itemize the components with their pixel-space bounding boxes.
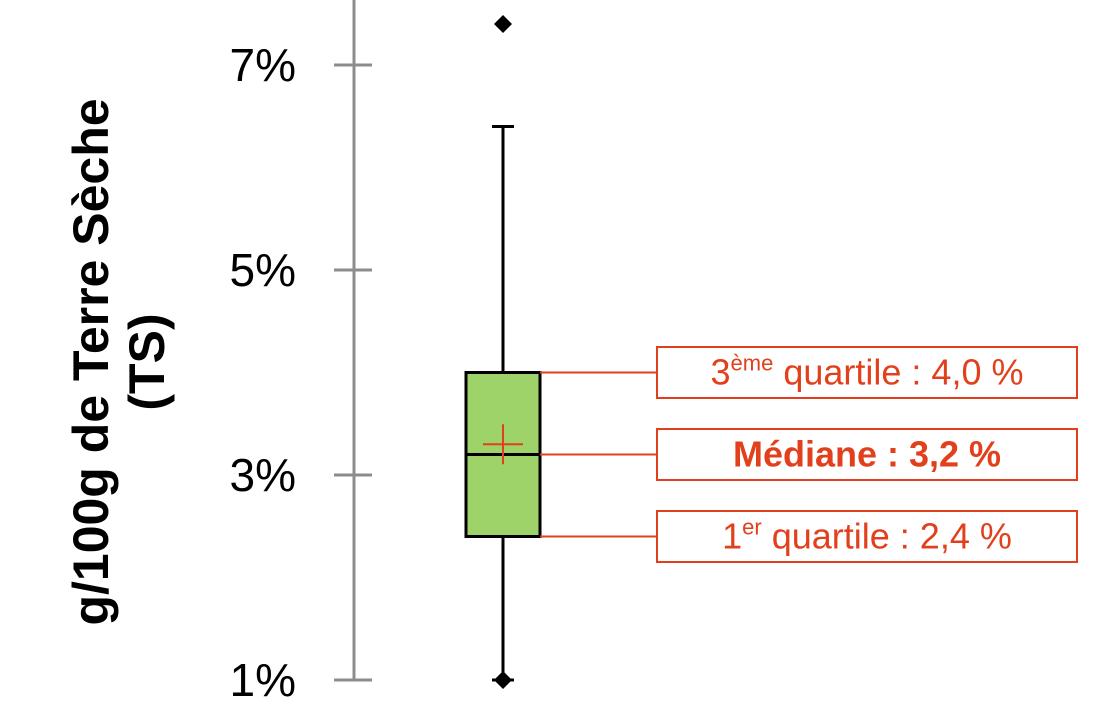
- mean-marker: [483, 424, 523, 465]
- annotation-median: Médiane : 3,2 %: [540, 428, 1078, 481]
- outlier-point: [494, 15, 512, 33]
- annotation-q1: 1er quartile : 2,4 %: [540, 510, 1078, 563]
- annotation-label: 3ème quartile : 4,0 %: [711, 351, 1024, 393]
- y-axis-title: g/100g de Terre Sèche (TS): [63, 98, 175, 625]
- y-tick-label: 5%: [230, 244, 296, 296]
- annotation-box: [656, 346, 1078, 399]
- annotation-label: 1er quartile : 2,4 %: [722, 515, 1012, 557]
- min-point-marker: [494, 671, 512, 689]
- y-tick-label: 1%: [230, 654, 296, 706]
- y-axis-title-line: g/100g de Terre Sèche: [63, 98, 119, 625]
- annotation-box: [656, 510, 1078, 563]
- y-tick-label: 7%: [230, 39, 296, 91]
- annotation-box: [656, 428, 1078, 481]
- y-tick-label: 3%: [230, 449, 296, 501]
- annotation-q3: 3ème quartile : 4,0 %: [540, 346, 1078, 399]
- annotation-label: Médiane : 3,2 %: [733, 434, 1001, 475]
- y-axis-title-line: (TS): [119, 313, 175, 410]
